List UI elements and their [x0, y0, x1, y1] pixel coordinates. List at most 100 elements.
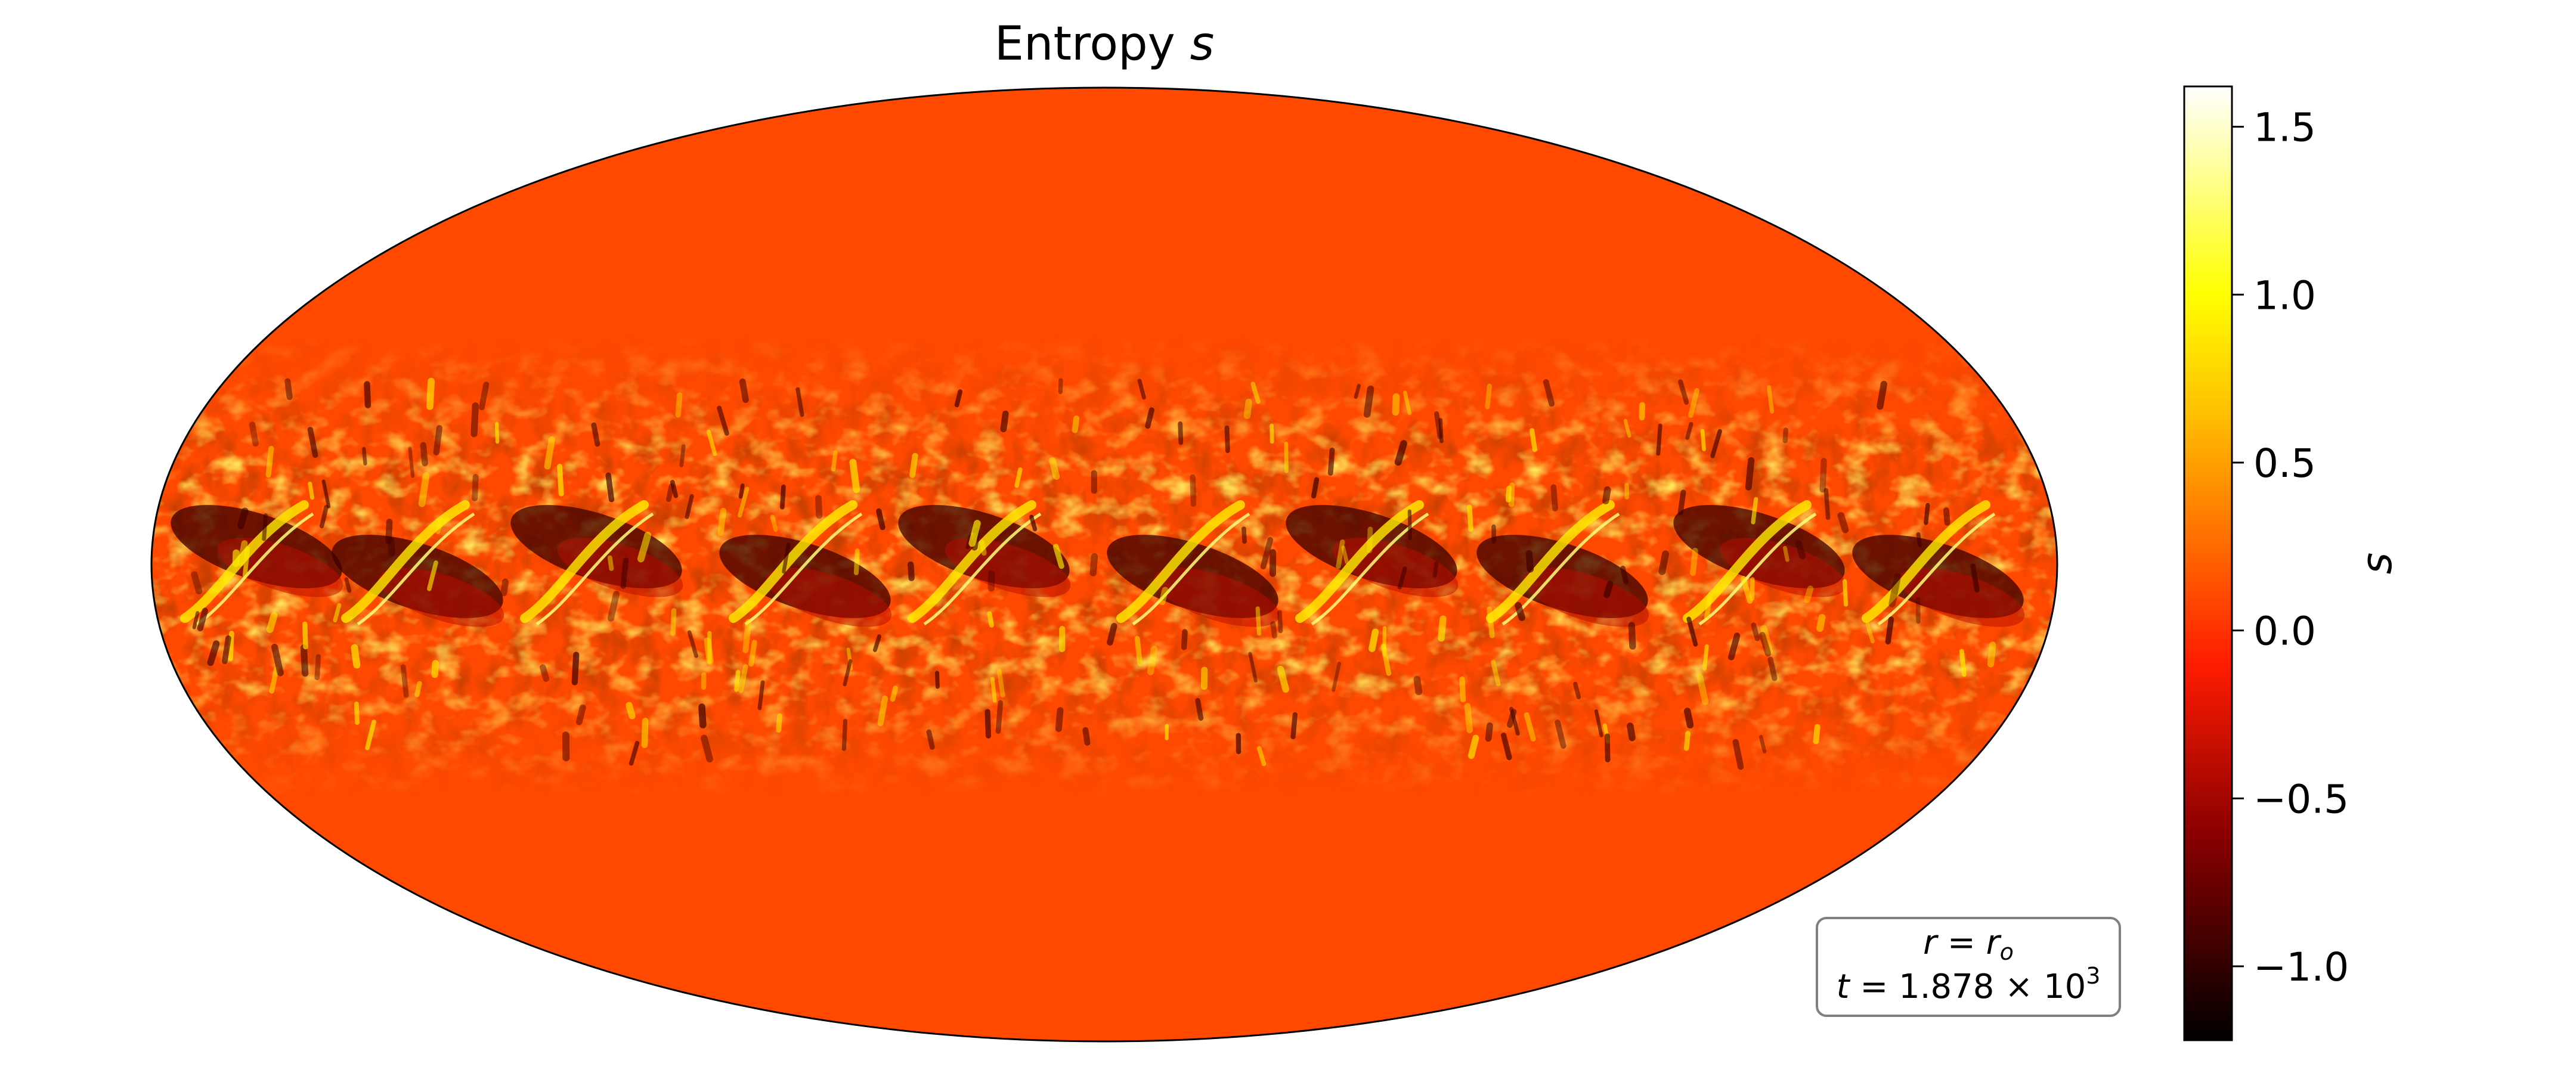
plume-bright	[706, 429, 717, 457]
plume-bright	[1380, 643, 1392, 676]
plume-dark	[1290, 712, 1298, 740]
plume-dark	[935, 671, 940, 689]
plume-bright	[269, 666, 279, 694]
plume-bright	[1341, 545, 1349, 565]
plume-bright	[1816, 613, 1826, 632]
colorbar-tick-label: 1.0	[2253, 272, 2316, 318]
plume-bright	[1402, 390, 1411, 415]
plume-bright	[637, 531, 652, 563]
plume-dark	[1509, 706, 1520, 736]
plume-bright	[675, 392, 683, 418]
plume-dark	[1603, 581, 1614, 598]
plume-dark	[815, 495, 823, 519]
colorbar-tick-label: 0.5	[2253, 441, 2316, 486]
plume-dark	[984, 709, 992, 739]
plume-bright	[1250, 382, 1261, 404]
plume-dark	[500, 578, 509, 597]
plume-bright	[1336, 539, 1345, 569]
plume-bright	[1750, 577, 1755, 601]
plume-dark	[843, 659, 853, 687]
plume-dark	[1432, 561, 1439, 578]
plume-dark	[1058, 378, 1063, 395]
plume-dark	[1082, 727, 1091, 746]
plume-dark	[1924, 503, 1930, 525]
plume-bright	[1243, 398, 1252, 419]
wave-bright-front	[341, 500, 470, 623]
plume-dark	[738, 483, 745, 499]
plume-dark	[1758, 735, 1767, 753]
colorbar-ticks: 1.5 1.0 0.5 0.0 −0.5 −1.0	[2232, 105, 2349, 990]
plume-dark	[1710, 429, 1722, 458]
plume-dark	[698, 703, 707, 728]
plume-dark	[1656, 423, 1662, 456]
plume-dark	[1550, 484, 1558, 511]
plume-dark	[1594, 709, 1603, 737]
wave-shadow	[1153, 567, 1280, 627]
plume-dark	[1728, 632, 1741, 660]
plume-bright	[557, 464, 564, 497]
wave-highlight	[1877, 512, 1996, 626]
plume-bright	[1014, 467, 1023, 488]
plume-dark	[1658, 550, 1669, 575]
plume-dark	[344, 577, 352, 593]
plume-dark	[841, 719, 848, 751]
wave-highlight	[1132, 512, 1250, 626]
plume-dark	[757, 680, 765, 711]
plume-bright	[1524, 712, 1536, 742]
plume-bright	[1487, 606, 1495, 638]
plume-dark	[1795, 540, 1806, 560]
plume-bright	[1767, 385, 1775, 414]
plume-dark	[1363, 385, 1374, 418]
wave-bright-front	[520, 500, 649, 623]
plume-dark	[1055, 707, 1064, 732]
colorbar-tick-label: 1.5	[2253, 105, 2316, 151]
plume-bright	[435, 517, 444, 534]
wave-shadow	[378, 567, 504, 627]
plume-dark	[1500, 733, 1512, 761]
wave-bright-front	[1683, 500, 1812, 623]
colorbar: 1.5 1.0 0.5 0.0 −0.5 −1.0 s	[2183, 85, 2401, 1041]
plume-dark	[795, 387, 804, 417]
plume-dark	[872, 634, 881, 652]
plume-bright	[426, 377, 435, 410]
plume-bright	[1843, 579, 1849, 607]
plume-bright	[1987, 641, 1996, 668]
plume-bright	[1459, 676, 1466, 703]
plume-bright	[831, 450, 838, 472]
wave-highlight	[1698, 512, 1817, 626]
colorbar-tick-label: 0.0	[2253, 609, 2316, 655]
wave-bright-front	[1862, 500, 1990, 623]
colorbar-label: s	[2352, 553, 2401, 574]
plume-dark	[321, 479, 331, 508]
map-outline	[150, 86, 2058, 1043]
plume-bright	[704, 637, 714, 665]
plume-bright	[1623, 418, 1631, 438]
plume-dark	[1354, 383, 1361, 399]
plume-dark	[237, 507, 249, 529]
plume-dark	[1327, 447, 1335, 476]
plume-dark	[717, 405, 729, 436]
plume-dark	[249, 421, 259, 447]
plume-bright	[1751, 497, 1758, 525]
plume-bright	[1159, 587, 1169, 606]
plume-dark	[1627, 722, 1636, 742]
plume-bright	[237, 540, 248, 566]
plume-dark	[1394, 440, 1407, 466]
plume-dark	[779, 484, 786, 510]
plume-dark	[1751, 622, 1760, 641]
plume-dark	[954, 389, 962, 408]
plume-bright	[1255, 606, 1261, 636]
wave-bright-front	[1116, 500, 1245, 623]
plume-dark	[1970, 563, 1980, 593]
plume-bright	[987, 611, 994, 628]
plume-bright	[1689, 547, 1698, 576]
plume-bright	[1392, 393, 1400, 416]
plume-dark	[1178, 421, 1184, 445]
plume-bright	[1368, 628, 1379, 652]
plume-bright	[1464, 703, 1473, 733]
plume-bright	[607, 555, 614, 571]
plume-dark	[1732, 739, 1744, 770]
plume-dark	[271, 643, 284, 677]
plume-dark	[1745, 457, 1755, 491]
